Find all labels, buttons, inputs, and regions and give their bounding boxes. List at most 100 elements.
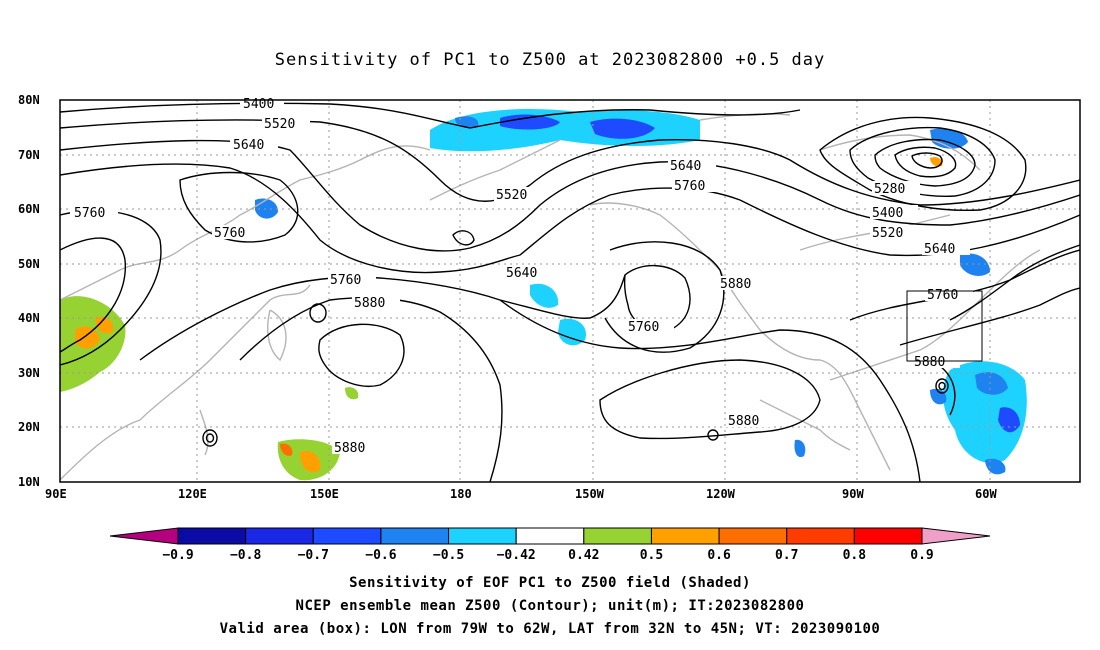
lat-tick-label: 40N [18, 311, 40, 325]
contour-label: 5640 [233, 138, 264, 153]
blue-shade-region [455, 116, 479, 128]
contour-ring [707, 429, 719, 441]
colorbar-swatch [380, 527, 450, 545]
blue-shade-region [960, 253, 990, 276]
lon-tick-label: 90E [45, 487, 67, 501]
contour-line [139, 274, 626, 361]
colorbar-tick-label: −0.9 [162, 548, 193, 563]
colorbar-high-triangle [921, 527, 991, 545]
lon-tick-label: 90W [842, 487, 864, 501]
contour-line [894, 146, 957, 178]
lat-tick-label: 20N [18, 420, 40, 434]
contour-label: 5640 [670, 159, 701, 174]
coastline [60, 284, 311, 481]
colorbar-swatch [718, 527, 788, 545]
contour-ring [202, 429, 218, 447]
coastline [759, 399, 851, 451]
colorbar-tick-label: 0.8 [843, 548, 867, 563]
coastline [199, 409, 209, 456]
contour-line [949, 244, 1080, 321]
contour-line [849, 249, 1080, 321]
contour-label: 5520 [496, 188, 527, 203]
contour-label: 5880 [914, 355, 945, 370]
contour-line [60, 237, 127, 353]
plot-frame [59, 99, 1081, 483]
lon-tick-label: 60W [975, 487, 997, 501]
colorbar-tick-label: 0.9 [910, 548, 933, 563]
contour-label: 5880 [334, 441, 365, 456]
contour-line [899, 287, 1080, 346]
lat-tick-label: 70N [18, 148, 40, 162]
contour-line [849, 126, 996, 198]
lon-tick-label: 150E [310, 487, 339, 501]
lon-tick-label: 120E [178, 487, 207, 501]
contour-ring [935, 378, 949, 394]
contour-label: 5760 [674, 179, 705, 194]
contour-line [819, 116, 1027, 212]
contour-label: 5520 [872, 226, 903, 241]
contour-ring [205, 433, 215, 443]
colorbar-swatch [515, 527, 585, 545]
lon-tick-label: 120W [706, 487, 736, 501]
coastline [429, 139, 561, 201]
contour-line [874, 138, 976, 187]
coastline [267, 309, 287, 362]
contour-label-group: 5400 5520 5640 5760 5760 5760 5640 5520 … [74, 97, 959, 456]
colorbar-tick-label: 0.6 [707, 548, 731, 563]
blue-shade-region [530, 283, 559, 308]
contour-line [60, 139, 1080, 252]
colorbar-swatch [786, 527, 855, 545]
caption-line-1: Sensitivity of EOF PC1 to Z500 field (Sh… [349, 575, 751, 591]
contour-ring [938, 381, 946, 391]
blue-shade-region [590, 118, 655, 139]
lat-axis: 10N 20N 30N 40N 50N 60N 70N 80N [18, 93, 40, 489]
colorbar-swatch [245, 527, 314, 545]
contour-label: 5760 [74, 206, 105, 221]
colorbar-tick-label: −0.8 [230, 548, 261, 563]
colorbar-tick-label: −0.7 [298, 548, 329, 563]
valid-area-box [906, 290, 983, 362]
blue-shade-region [558, 318, 586, 346]
colorbar-swatch [448, 527, 517, 545]
contour-label: 5880 [354, 296, 385, 311]
colorbar-tick-label: −0.6 [365, 548, 396, 563]
contour-label: 5520 [264, 117, 295, 132]
lat-tick-label: 80N [18, 93, 40, 107]
colorbar-swatch [650, 527, 720, 545]
coastline [60, 145, 431, 301]
contour-line [499, 299, 921, 482]
contour-line [452, 230, 475, 246]
orange-shade-region [280, 443, 293, 456]
blue-shade-region [985, 458, 1006, 475]
contour-line [239, 297, 503, 482]
contour-line [179, 171, 299, 243]
lat-tick-label: 60N [18, 202, 40, 216]
colorbar-swatch [583, 527, 652, 545]
colorbar-tick-label: 0.42 [568, 548, 599, 563]
orange-shade-region [75, 326, 100, 349]
blue-shade-region [794, 439, 806, 458]
colorbar-swatch [312, 527, 382, 545]
caption-line-3: Valid area (box): LON from 79W to 62W, L… [219, 621, 881, 637]
contour-label: 5880 [728, 414, 759, 429]
orange-shade-region [930, 157, 943, 167]
lat-tick-label: 30N [18, 366, 40, 380]
blue-shade-region [430, 109, 700, 152]
contour-line [604, 241, 725, 353]
orange-shade-region [300, 450, 321, 473]
contour-line [318, 323, 405, 387]
contour-line [599, 359, 821, 440]
lon-tick-label: 180 [450, 487, 472, 501]
contour-ring [309, 303, 327, 323]
colorbar-tick-label: 0.7 [775, 548, 798, 563]
colorbar: −0.9 −0.8 −0.7 −0.6 −0.5 −0.42 0.42 0.5 0.6 0.7 0.… [109, 527, 991, 563]
contour-label: 5880 [720, 277, 751, 292]
chart-title: Sensitivity of PC1 to Z500 at 2023082800… [274, 50, 826, 70]
contour-label: 5640 [506, 266, 537, 281]
blue-shade-region [930, 128, 968, 149]
colorbar-tick-label: 0.5 [640, 548, 663, 563]
contour-label: 5760 [628, 320, 659, 335]
caption-line-2: NCEP ensemble mean Z500 (Contour); unit(… [295, 598, 805, 614]
coastline [589, 202, 891, 471]
